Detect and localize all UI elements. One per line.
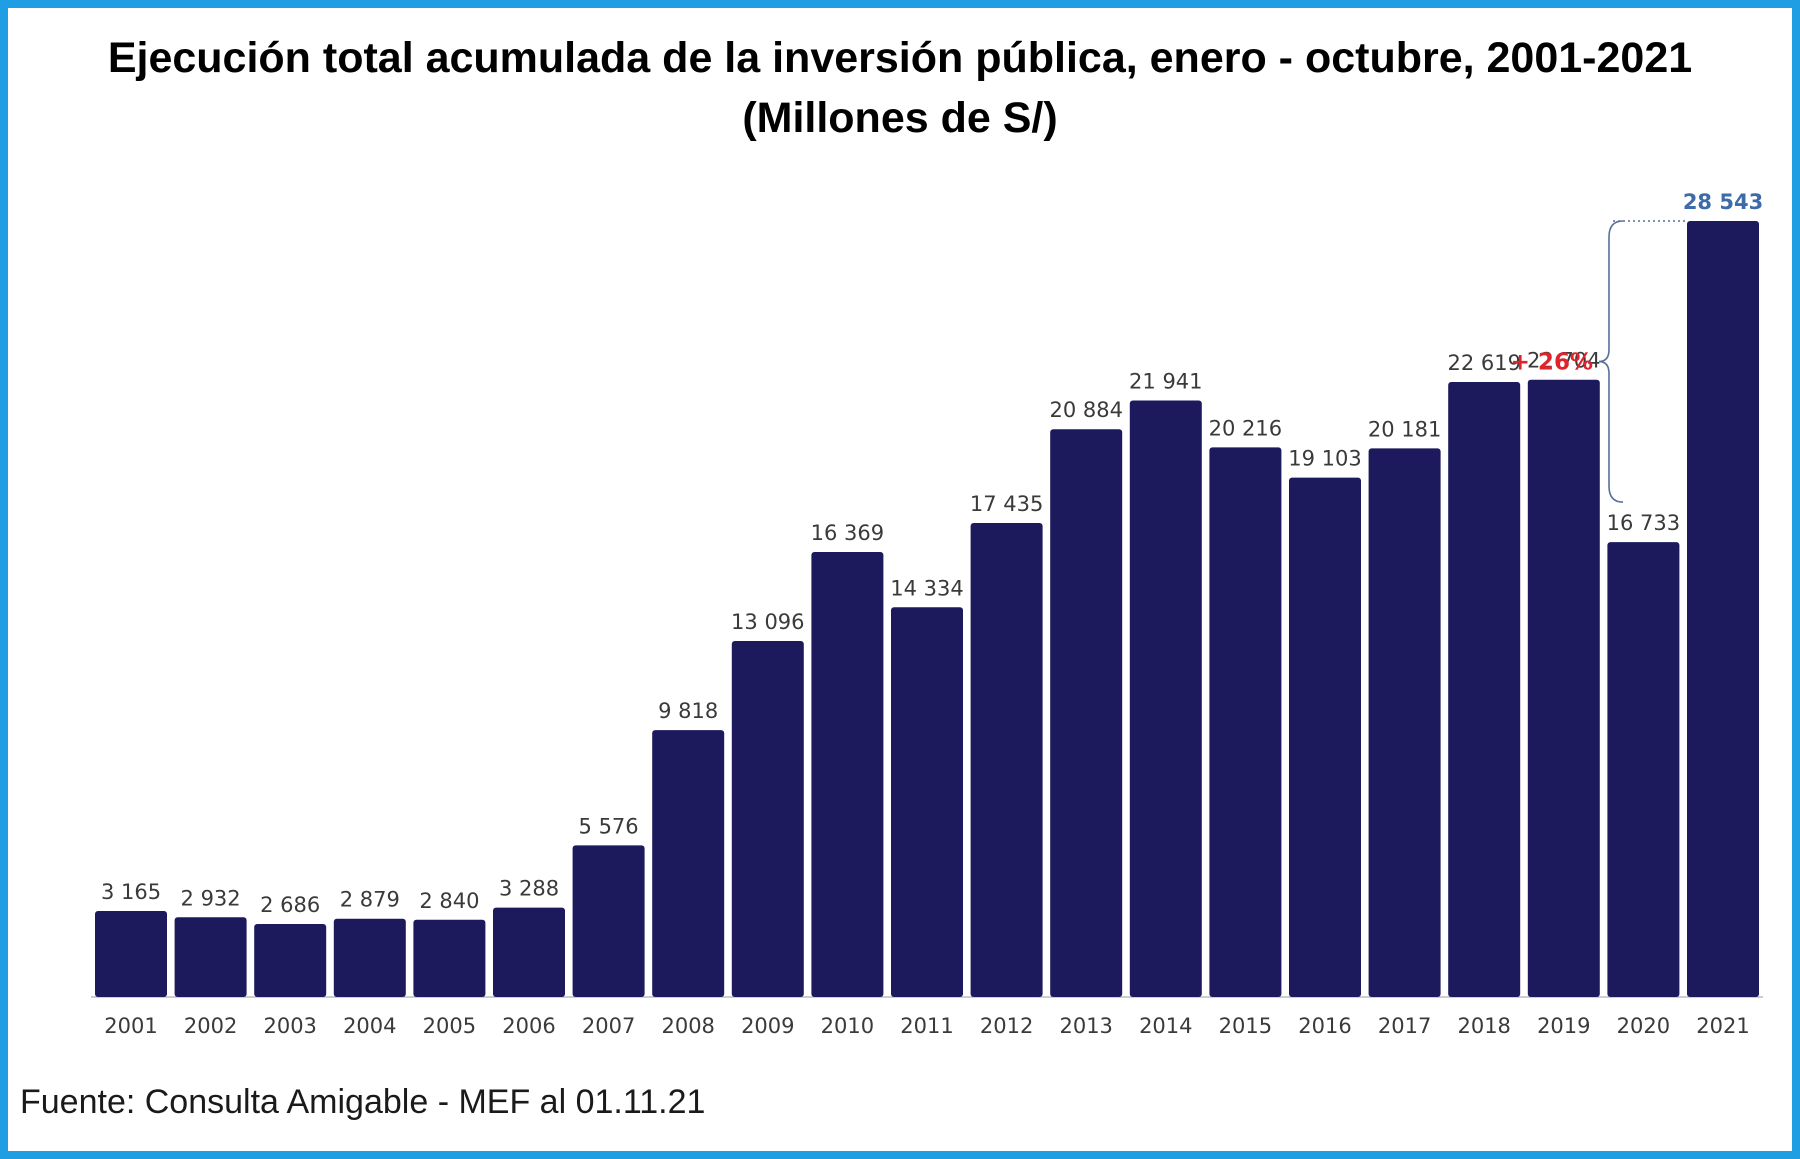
- value-label-2016: 19 103: [1288, 447, 1361, 471]
- year-label-2014: 2014: [1139, 1014, 1192, 1038]
- bar-2002: [174, 917, 247, 997]
- year-label-2003: 2003: [263, 1014, 316, 1038]
- growth-annotation: + 26%: [1511, 350, 1593, 376]
- year-label-2010: 2010: [821, 1014, 874, 1038]
- year-label-2015: 2015: [1219, 1014, 1272, 1038]
- value-label-2001: 3 165: [101, 880, 161, 904]
- year-label-2009: 2009: [741, 1014, 794, 1038]
- year-label-2016: 2016: [1298, 1014, 1351, 1038]
- bar-2015: [1209, 447, 1282, 997]
- bar-2010: [811, 551, 884, 997]
- value-label-2007: 5 576: [579, 814, 639, 838]
- year-label-2013: 2013: [1059, 1014, 1112, 1038]
- year-label-2020: 2020: [1617, 1014, 1670, 1038]
- bar-2006: [493, 907, 565, 997]
- value-label-2010: 16 369: [811, 521, 884, 545]
- year-label-2017: 2017: [1378, 1014, 1431, 1038]
- bar-2005: [413, 919, 486, 997]
- value-label-2019: 22 704: [1527, 349, 1600, 373]
- bar-2001: [95, 910, 167, 997]
- bar-2016: [1289, 477, 1361, 997]
- year-label-2004: 2004: [343, 1014, 396, 1038]
- value-label-2014: 21 941: [1129, 369, 1202, 393]
- year-label-2011: 2011: [900, 1014, 953, 1038]
- bar-2009: [731, 640, 804, 997]
- growth-brace: [1598, 220, 1624, 503]
- bar-2020: [1607, 542, 1680, 997]
- value-label-2011: 14 334: [890, 576, 963, 600]
- bar-2017: [1368, 448, 1441, 997]
- chart-title: Ejecución total acumulada de la inversió…: [107, 34, 1693, 82]
- value-label-2008: 9 818: [658, 699, 718, 723]
- bar-2007: [572, 845, 645, 997]
- value-label-2006: 3 288: [499, 877, 559, 901]
- year-label-2008: 2008: [661, 1014, 714, 1038]
- value-label-2004: 2 879: [340, 888, 400, 912]
- value-label-2012: 17 435: [970, 492, 1043, 516]
- year-label-2007: 2007: [582, 1014, 635, 1038]
- bar-2019: [1527, 379, 1600, 997]
- value-label-2005: 2 840: [419, 889, 479, 913]
- year-label-2006: 2006: [502, 1014, 555, 1038]
- bar-2014: [1129, 400, 1202, 998]
- bar-2013: [1050, 429, 1123, 998]
- value-label-2020: 16 733: [1607, 511, 1680, 535]
- bar-2003: [254, 923, 327, 997]
- value-label-2013: 20 884: [1049, 398, 1122, 422]
- value-label-2018: 22 619: [1447, 351, 1520, 375]
- bar-2012: [970, 522, 1043, 997]
- value-label-2017: 20 181: [1368, 417, 1441, 441]
- bar-2008: [652, 730, 725, 997]
- bar-2018: [1448, 382, 1521, 997]
- chart-subtitle: (Millones de S/): [742, 94, 1058, 142]
- value-label-2003: 2 686: [260, 893, 320, 917]
- year-label-2018: 2018: [1457, 1014, 1510, 1038]
- value-label-2015: 20 216: [1209, 416, 1282, 440]
- value-label-2002: 2 932: [181, 886, 241, 910]
- year-label-2012: 2012: [980, 1014, 1033, 1038]
- year-label-2021: 2021: [1696, 1014, 1749, 1038]
- year-label-2002: 2002: [184, 1014, 237, 1038]
- year-label-2019: 2019: [1537, 1014, 1590, 1038]
- bar-2021: [1687, 221, 1759, 997]
- value-label-2009: 13 096: [731, 610, 804, 634]
- bar-2011: [891, 607, 963, 997]
- year-label-2005: 2005: [423, 1014, 476, 1038]
- value-label-2021: 28 543: [1683, 190, 1763, 214]
- year-label-2001: 2001: [104, 1014, 157, 1038]
- source-note: Fuente: Consulta Amigable - MEF al 01.11…: [20, 1083, 706, 1121]
- bar-2004: [333, 918, 406, 997]
